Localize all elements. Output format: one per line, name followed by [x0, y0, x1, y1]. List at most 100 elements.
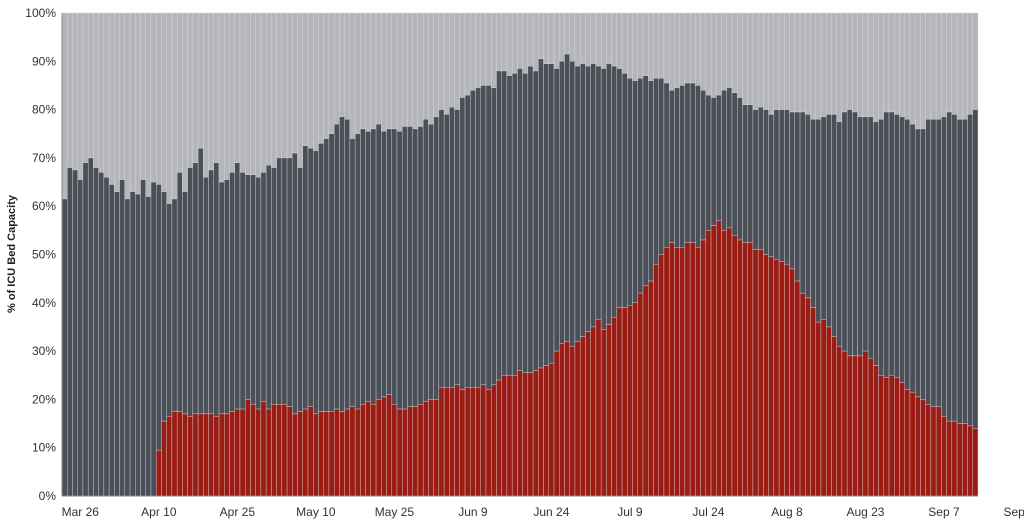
- other-occupied-bar: [417, 126, 424, 405]
- available-bar: [600, 12, 607, 69]
- available-bar: [679, 12, 686, 86]
- covid-bar: [763, 254, 769, 497]
- other-occupied-bar: [391, 128, 398, 405]
- y-axis-ticks: 0% 10% 20% 30% 40% 50% 60% 70% 80% 90% 100%: [25, 6, 56, 503]
- covid-bar: [700, 239, 707, 497]
- covid-bar: [757, 249, 764, 497]
- other-occupied-bar: [171, 198, 178, 412]
- covid-bar: [946, 420, 953, 497]
- other-occupied-bar: [360, 128, 366, 405]
- covid-bar: [862, 350, 869, 497]
- other-occupied-bar: [742, 104, 748, 243]
- other-occupied-bar: [956, 119, 963, 424]
- available-bar: [621, 12, 628, 74]
- other-occupied-bar: [579, 63, 586, 337]
- covid-bar: [815, 321, 822, 497]
- available-bar: [941, 12, 947, 118]
- available-bar: [935, 12, 942, 120]
- other-occupied-bar: [307, 148, 314, 407]
- available-bar: [161, 12, 167, 192]
- other-occupied-bar: [930, 119, 937, 407]
- available-bar: [77, 12, 84, 180]
- other-occupied-bar: [658, 78, 665, 255]
- available-bar: [318, 12, 324, 144]
- other-occupied-bar: [161, 191, 167, 422]
- covid-bar: [904, 389, 911, 497]
- covid-bar: [517, 370, 523, 497]
- other-occupied-bar: [752, 109, 759, 250]
- available-bar: [313, 12, 319, 151]
- covid-bar: [595, 319, 602, 497]
- other-occupied-bar: [888, 111, 895, 376]
- available-bar: [653, 12, 659, 79]
- available-bar: [67, 12, 73, 168]
- available-bar: [920, 12, 926, 130]
- covid-bar: [548, 362, 555, 497]
- available-bar: [156, 12, 162, 185]
- covid-bar: [784, 263, 790, 497]
- other-occupied-bar: [108, 184, 115, 497]
- other-occupied-bar: [98, 172, 105, 497]
- other-occupied-bar: [402, 126, 408, 410]
- available-bar: [632, 12, 638, 81]
- covid-bar: [166, 416, 173, 497]
- other-occupied-bar: [276, 157, 283, 405]
- available-bar: [595, 12, 602, 67]
- covid-bar: [731, 234, 738, 497]
- other-occupied-bar: [737, 97, 743, 241]
- other-occupied-bar: [543, 63, 549, 366]
- available-bar: [648, 12, 654, 81]
- other-occupied-bar: [857, 116, 864, 357]
- available-bar: [658, 12, 665, 79]
- available-bar: [375, 12, 382, 125]
- covid-bar: [496, 379, 502, 497]
- covid-bar: [402, 408, 408, 497]
- other-occupied-bar: [548, 63, 555, 364]
- available-bar: [506, 12, 513, 76]
- covid-bar: [962, 423, 968, 497]
- other-occupied-bar: [831, 114, 837, 337]
- available-bar: [831, 12, 837, 115]
- available-bar: [883, 12, 890, 113]
- plot-area: [61, 12, 979, 497]
- available-bar: [135, 12, 141, 195]
- other-occupied-bar: [77, 179, 84, 497]
- other-occupied-bar: [642, 75, 649, 287]
- available-bar: [564, 12, 570, 55]
- available-bar: [841, 12, 848, 113]
- covid-bar: [485, 389, 492, 497]
- other-occupied-bar: [501, 70, 508, 376]
- covid-bar: [454, 384, 461, 497]
- available-bar: [543, 12, 549, 64]
- other-occupied-bar: [511, 73, 518, 376]
- other-occupied-bar: [637, 78, 644, 294]
- covid-bar: [302, 408, 309, 497]
- available-bar: [103, 12, 110, 178]
- available-bar: [904, 12, 911, 120]
- other-occupied-bar: [841, 111, 848, 352]
- other-occupied-bar: [365, 131, 372, 403]
- available-bar: [559, 12, 565, 62]
- available-bar: [208, 12, 214, 171]
- available-bar: [480, 12, 487, 86]
- covid-bar: [914, 396, 921, 497]
- other-occupied-bar: [491, 87, 497, 386]
- available-bar: [182, 12, 188, 192]
- covid-bar: [313, 413, 319, 497]
- other-occupied-bar: [496, 70, 502, 381]
- covid-bar: [527, 372, 534, 497]
- available-bar: [354, 12, 361, 134]
- available-bar: [951, 12, 958, 115]
- available-bar: [768, 12, 775, 115]
- available-bar: [705, 12, 712, 96]
- other-occupied-bar: [553, 68, 560, 352]
- other-occupied-bar: [585, 65, 591, 332]
- available-bar: [522, 12, 529, 74]
- other-occupied-bar: [145, 196, 152, 497]
- available-bar: [140, 12, 146, 180]
- covid-bar: [590, 326, 597, 497]
- other-occupied-bar: [616, 68, 623, 308]
- covid-bar: [925, 404, 932, 497]
- available-bar: [61, 12, 68, 200]
- available-bar: [433, 12, 440, 118]
